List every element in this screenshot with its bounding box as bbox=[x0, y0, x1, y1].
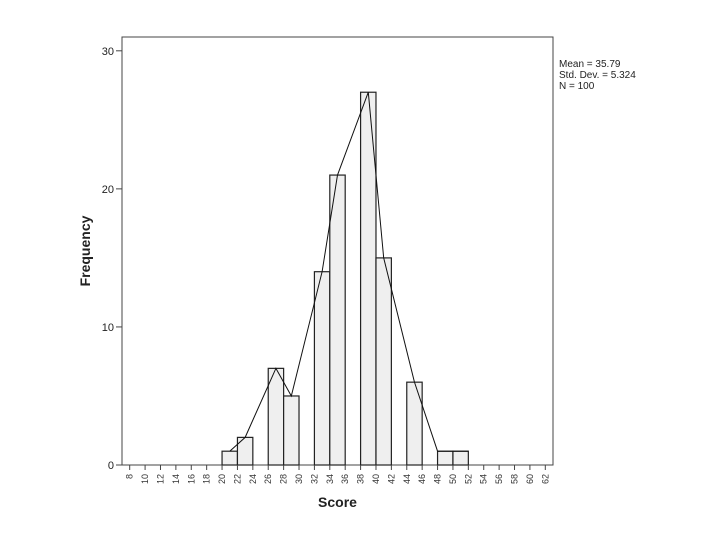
x-axis-label: Score bbox=[318, 494, 357, 510]
x-tick-label: 32 bbox=[309, 474, 319, 484]
y-tick-label: 20 bbox=[102, 184, 114, 196]
x-tick-label: 62 bbox=[540, 474, 550, 484]
stat-n: N = 100 bbox=[559, 81, 595, 92]
histogram-bar bbox=[436, 450, 454, 466]
x-tick-label: 8 bbox=[125, 474, 135, 479]
x-tick-label: 56 bbox=[494, 474, 504, 484]
x-tick-label: 20 bbox=[217, 474, 227, 484]
histogram-bar bbox=[329, 174, 346, 466]
x-tick-label: 46 bbox=[417, 474, 427, 484]
summary-stats: Mean = 35.79 Std. Dev. = 5.324 N = 100 bbox=[559, 59, 636, 92]
histogram-bar bbox=[452, 450, 469, 466]
x-tick-label: 18 bbox=[202, 474, 212, 484]
x-tick-label: 42 bbox=[386, 474, 396, 484]
x-tick-label: 30 bbox=[294, 474, 304, 484]
x-tick-label: 10 bbox=[140, 474, 150, 484]
histogram-bar bbox=[283, 395, 300, 466]
y-axis: 0 10 20 30 bbox=[102, 46, 122, 472]
histogram-bar bbox=[221, 450, 239, 466]
x-tick-label: 54 bbox=[479, 474, 489, 484]
x-tick-label: 28 bbox=[279, 474, 289, 484]
x-tick-label: 36 bbox=[340, 474, 350, 484]
x-tick-label: 50 bbox=[448, 474, 458, 484]
x-tick-label: 38 bbox=[356, 474, 366, 484]
x-axis: 8 10 12 14 16 18 20 22 24 26 28 30 32 34 36 38 40 42 44 46 4… bbox=[125, 465, 550, 484]
x-tick-label: 26 bbox=[263, 474, 273, 484]
x-tick-label: 14 bbox=[171, 474, 181, 484]
y-tick-label: 0 bbox=[108, 460, 114, 472]
x-tick-label: 16 bbox=[186, 474, 196, 484]
y-tick-label: 10 bbox=[102, 322, 114, 334]
y-tick-label: 30 bbox=[102, 46, 114, 58]
x-tick-label: 44 bbox=[402, 474, 412, 484]
x-tick-label: 48 bbox=[433, 474, 443, 484]
x-tick-label: 24 bbox=[248, 474, 258, 484]
y-axis-label: Frequency bbox=[77, 215, 93, 286]
x-tick-label: 40 bbox=[371, 474, 381, 484]
stat-std-dev: Std. Dev. = 5.324 bbox=[559, 70, 636, 81]
histogram-bar bbox=[375, 257, 392, 466]
x-tick-label: 58 bbox=[510, 474, 520, 484]
x-tick-label: 34 bbox=[325, 474, 335, 484]
x-tick-label: 60 bbox=[525, 474, 535, 484]
x-tick-label: 22 bbox=[232, 474, 242, 484]
x-tick-label: 12 bbox=[155, 474, 165, 484]
histogram-bars bbox=[221, 91, 469, 466]
x-tick-label: 52 bbox=[463, 474, 473, 484]
histogram-bar bbox=[267, 367, 285, 466]
stat-mean: Mean = 35.79 bbox=[559, 59, 621, 70]
histogram-bar bbox=[406, 381, 423, 466]
frequency-polygon bbox=[229, 92, 469, 452]
histogram-bar bbox=[236, 436, 254, 466]
histogram-bar bbox=[313, 271, 331, 466]
